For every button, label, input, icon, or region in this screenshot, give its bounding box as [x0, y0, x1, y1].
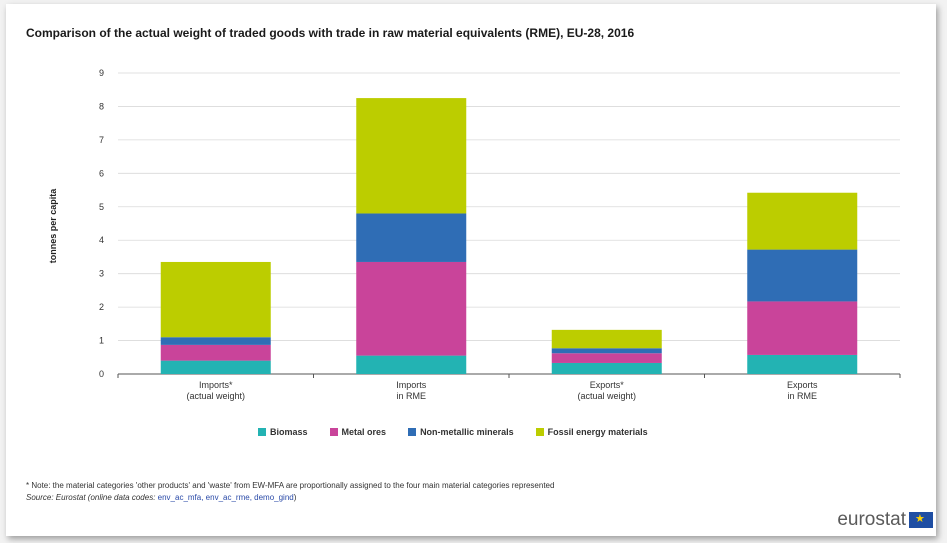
x-tick-label: (actual weight)	[577, 391, 636, 401]
legend-item: Non-metallic minerals	[408, 427, 514, 437]
footnote: * Note: the material categories 'other p…	[26, 480, 554, 504]
bar-segment	[356, 213, 467, 262]
legend-item: Fossil energy materials	[535, 427, 648, 437]
y-tick-label: 9	[99, 68, 104, 78]
y-axis-title: tonnes per capita	[48, 188, 58, 264]
x-tick-label: Imports*	[199, 380, 233, 390]
legend-label: Non-metallic minerals	[420, 427, 514, 437]
y-tick-label: 0	[99, 369, 104, 379]
x-tick-label: in RME	[787, 391, 817, 401]
bar-segment	[160, 337, 271, 345]
legend-item: Biomass	[258, 427, 308, 437]
legend-swatch	[535, 428, 544, 436]
bar-segment	[551, 353, 662, 363]
x-tick-label: (actual weight)	[186, 391, 245, 401]
source-codes: env_ac_mfa, env_ac_rme, demo_gind	[157, 493, 294, 502]
bar-segment	[551, 362, 662, 374]
legend-swatch	[329, 428, 338, 436]
legend-label: Fossil energy materials	[547, 427, 648, 437]
y-tick-label: 7	[99, 135, 104, 145]
eurostat-logo: eurostat	[837, 509, 933, 531]
y-tick-label: 2	[99, 302, 104, 312]
chart-legend: Biomass Metal ores Non-metallic minerals Fo…	[258, 427, 648, 437]
logo-text: eurostat	[837, 509, 906, 530]
legend-item: Metal ores	[329, 427, 387, 437]
x-tick-label: Exports	[787, 380, 818, 390]
bar-segment	[160, 261, 271, 338]
bar-segment	[747, 354, 858, 374]
bar-segment	[747, 192, 858, 250]
y-tick-label: 8	[99, 101, 104, 111]
eu-flag-icon	[909, 512, 933, 528]
source-suffix: )	[293, 493, 297, 502]
y-tick-label: 5	[99, 202, 104, 212]
bar-segment	[551, 348, 662, 354]
bar-segment	[160, 360, 271, 374]
legend-label: Biomass	[270, 427, 308, 437]
bar-segment	[747, 301, 858, 355]
bar-segment	[356, 355, 467, 374]
x-tick-label: Exports*	[590, 380, 625, 390]
legend-swatch	[258, 428, 266, 436]
x-tick-label: Imports	[396, 380, 427, 390]
bar-segment	[747, 249, 858, 302]
legend-swatch	[408, 428, 417, 436]
bar-segment	[356, 261, 467, 356]
y-tick-label: 4	[99, 235, 104, 245]
y-tick-label: 1	[99, 336, 104, 346]
legend-label: Metal ores	[341, 427, 387, 437]
bar-segment	[160, 344, 271, 361]
bar-segment	[356, 98, 467, 214]
bar-segment	[551, 329, 662, 349]
y-tick-label: 3	[99, 269, 104, 279]
chart-title: Comparison of the actual weight of trade…	[26, 26, 635, 40]
y-tick-label: 6	[99, 168, 104, 178]
footnote-note: * Note: the material categories 'other p…	[26, 481, 555, 490]
source-prefix: Source: Eurostat (online data codes:	[26, 493, 158, 502]
footnote-source: Source: Eurostat (online data codes: env…	[26, 492, 554, 504]
x-tick-label: in RME	[396, 391, 426, 401]
